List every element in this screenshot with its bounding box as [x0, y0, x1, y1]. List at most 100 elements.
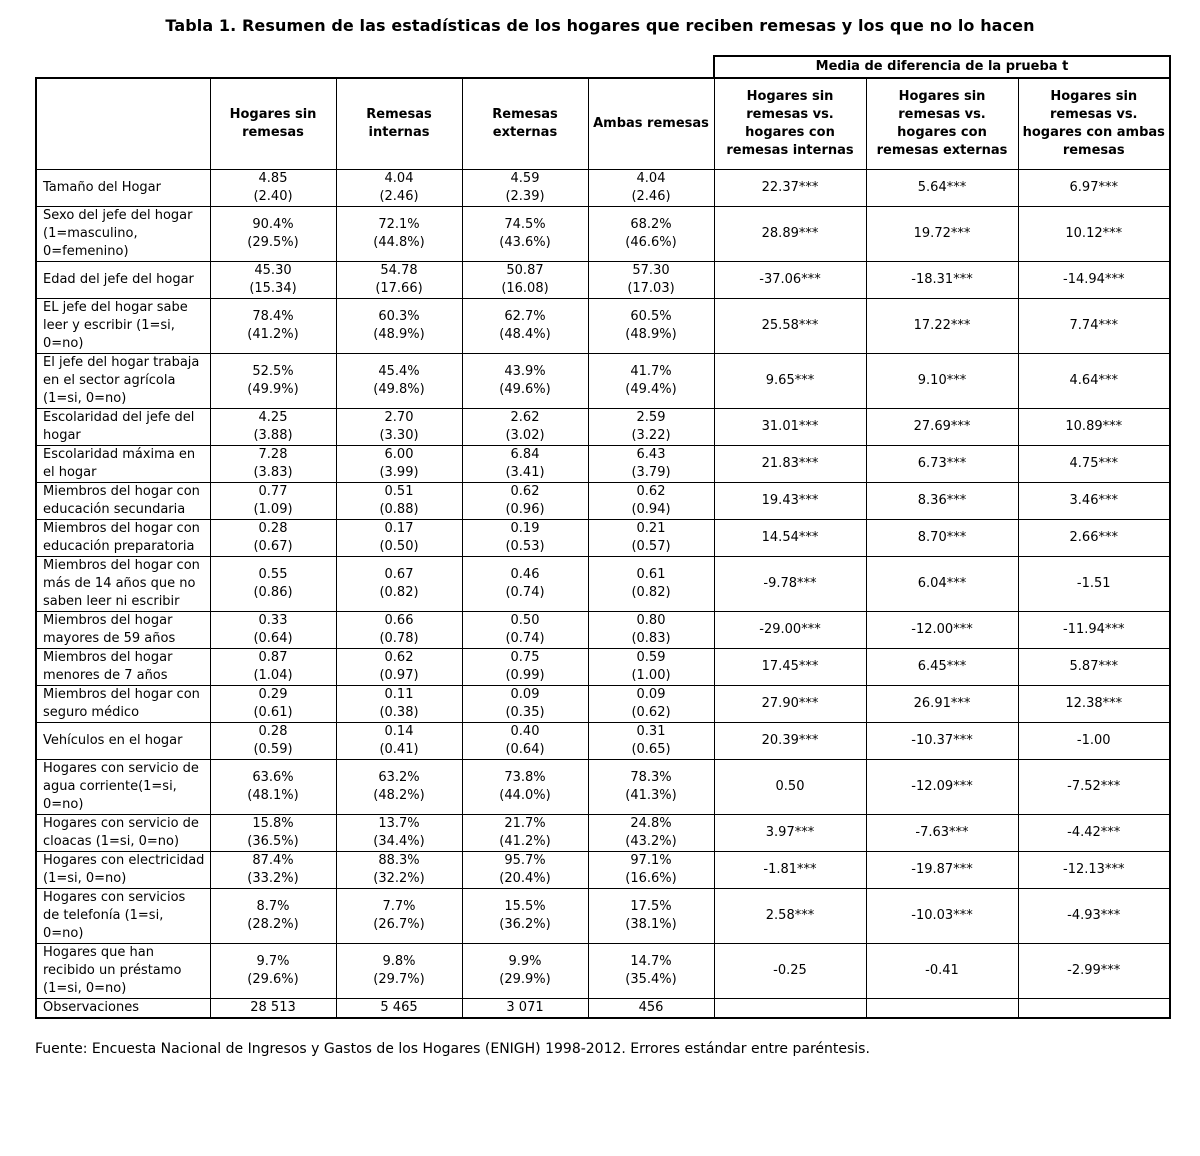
table-row: Miembros del hogar con seguro médico 0.29…	[35, 685, 1171, 723]
mean-value: 24.8%	[630, 816, 672, 831]
stat-cell: 0.21 (0.57)	[587, 519, 715, 557]
stat-cell: 0.46 (0.74)	[461, 556, 589, 612]
column-header-hogares-sin-remesas: Hogares sin remesas	[209, 77, 337, 170]
mean-value: 74.5%	[504, 217, 546, 232]
stat-cell: 0.28 (0.59)	[209, 722, 337, 760]
sd-value: (15.34)	[249, 281, 297, 296]
mean-value: 68.2%	[630, 217, 672, 232]
ttest-cell: 31.01***	[713, 408, 867, 446]
sd-value: (48.2%)	[373, 788, 425, 803]
stat-cell: 0.09 (0.62)	[587, 685, 715, 723]
ttest-cell: -12.13***	[1017, 851, 1171, 889]
ttest-cell: -7.63***	[865, 814, 1019, 852]
stat-cell: 2.70 (3.30)	[335, 408, 463, 446]
sd-value: (49.4%)	[625, 382, 677, 397]
sd-value: (48.1%)	[247, 788, 299, 803]
mean-value: 456	[638, 1000, 664, 1015]
sd-value: (0.94)	[631, 502, 671, 517]
ttest-cell: 6.97***	[1017, 169, 1171, 207]
ttest-cell: -18.31***	[865, 261, 1019, 299]
sd-value: (0.82)	[631, 585, 671, 600]
mean-value: 0.50	[510, 613, 540, 628]
ttest-cell: 4.75***	[1017, 445, 1171, 483]
stat-cell: 87.4% (33.2%)	[209, 851, 337, 889]
mean-value: 90.4%	[252, 217, 294, 232]
stat-cell: 45.4% (49.8%)	[335, 353, 463, 409]
row-label: Miembros del hogar mayores de 59 años	[35, 611, 211, 649]
ttest-cell: -10.03***	[865, 888, 1019, 944]
mean-value: 15.8%	[252, 816, 294, 831]
sd-value: (1.09)	[253, 502, 293, 517]
ttest-cell: -1.51	[1017, 556, 1171, 612]
stat-cell: 3 071	[461, 998, 589, 1019]
stat-cell: 0.62 (0.96)	[461, 482, 589, 520]
sd-value: (0.74)	[505, 585, 545, 600]
sd-value: (29.6%)	[247, 972, 299, 987]
stat-cell: 2.59 (3.22)	[587, 408, 715, 446]
mean-value: 57.30	[632, 263, 670, 278]
column-header-empty	[35, 77, 211, 170]
table-row: Vehículos en el hogar 0.28 (0.59) 0.14 (0.41…	[35, 722, 1171, 760]
sd-value: (0.35)	[505, 705, 545, 720]
sd-value: (0.64)	[505, 742, 545, 757]
mean-value: 2.70	[384, 410, 414, 425]
mean-value: 0.09	[510, 687, 540, 702]
stat-cell: 21.7% (41.2%)	[461, 814, 589, 852]
page-title: Tabla 1. Resumen de las estadísticas de …	[165, 16, 1035, 35]
row-label: Miembros del hogar con seguro médico	[35, 685, 211, 723]
mean-value: 0.77	[258, 484, 288, 499]
stat-cell: 0.59 (1.00)	[587, 648, 715, 686]
ttest-cell: 6.45***	[865, 648, 1019, 686]
sd-value: (2.46)	[631, 189, 671, 204]
stat-cell: 0.66 (0.78)	[335, 611, 463, 649]
row-label: El jefe del hogar trabaja en el sector a…	[35, 353, 211, 409]
stat-cell: 0.62 (0.97)	[335, 648, 463, 686]
stat-cell: 97.1% (16.6%)	[587, 851, 715, 889]
mean-value: 4.59	[510, 171, 540, 186]
table-row: Hogares con servicio de agua corriente(1…	[35, 759, 1171, 815]
mean-value: 0.11	[384, 687, 414, 702]
table-header: Media de diferencia de la prueba t Hogar…	[35, 55, 1171, 170]
column-header-ambas-remesas: Ambas remesas	[587, 77, 715, 170]
sd-value: (0.65)	[631, 742, 671, 757]
stat-cell: 9.7% (29.6%)	[209, 943, 337, 999]
stat-cell: 6.00 (3.99)	[335, 445, 463, 483]
ttest-cell: -7.52***	[1017, 759, 1171, 815]
stat-cell: 95.7% (20.4%)	[461, 851, 589, 889]
ttest-cell	[865, 998, 1019, 1019]
mean-value: 63.6%	[252, 770, 294, 785]
mean-value: 0.62	[510, 484, 540, 499]
sd-value: (0.57)	[631, 539, 671, 554]
sd-value: (44.0%)	[499, 788, 551, 803]
mean-value: 0.17	[384, 521, 414, 536]
sd-value: (41.2%)	[499, 834, 551, 849]
sd-value: (2.40)	[253, 189, 293, 204]
mean-value: 0.21	[636, 521, 666, 536]
stat-cell: 60.5% (48.9%)	[587, 298, 715, 354]
stat-cell: 0.87 (1.04)	[209, 648, 337, 686]
mean-value: 0.14	[384, 724, 414, 739]
ttest-cell: 2.66***	[1017, 519, 1171, 557]
table-body: Tamaño del Hogar 4.85 (2.40) 4.04 (2.46) 4.59…	[35, 169, 1171, 1019]
row-label: Hogares con servicio de agua corriente(1…	[35, 759, 211, 815]
sd-value: (0.96)	[505, 502, 545, 517]
mean-value: 54.78	[380, 263, 418, 278]
ttest-cell: -2.99***	[1017, 943, 1171, 999]
ttest-cell: 12.38***	[1017, 685, 1171, 723]
mean-value: 13.7%	[378, 816, 420, 831]
sd-value: (0.62)	[631, 705, 671, 720]
mean-value: 78.3%	[630, 770, 672, 785]
stat-cell: 63.6% (48.1%)	[209, 759, 337, 815]
column-header-ttest-externas: Hogares sin remesas vs. hogares con reme…	[865, 77, 1019, 170]
ttest-cell: 6.73***	[865, 445, 1019, 483]
sd-value: (1.04)	[253, 668, 293, 683]
mean-value: 2.62	[510, 410, 540, 425]
sd-value: (0.50)	[379, 539, 419, 554]
sd-value: (0.99)	[505, 668, 545, 683]
ttest-cell: 0.50	[713, 759, 867, 815]
mean-value: 0.31	[636, 724, 666, 739]
ttest-cell: 25.58***	[713, 298, 867, 354]
ttest-cell: 10.12***	[1017, 206, 1171, 262]
mean-value: 8.7%	[256, 899, 290, 914]
mean-value: 0.33	[258, 613, 288, 628]
